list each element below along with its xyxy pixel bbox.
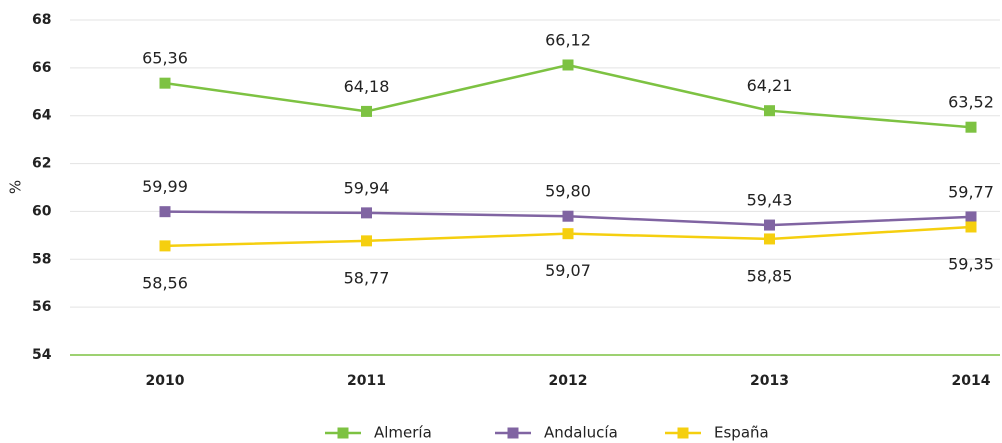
- value-label: 58,77: [344, 268, 390, 287]
- point-marker: [764, 105, 775, 117]
- point-marker: [361, 235, 372, 247]
- legend-label: Andalucía: [544, 424, 618, 442]
- value-label: 58,85: [747, 266, 793, 285]
- legend-label: España: [714, 424, 769, 442]
- point-marker: [965, 221, 977, 233]
- value-label: 59,43: [747, 191, 793, 210]
- point-marker: [764, 219, 775, 231]
- legend-marker: [677, 427, 689, 439]
- point-marker: [965, 121, 977, 133]
- point-marker: [562, 228, 574, 240]
- point-marker: [159, 240, 171, 252]
- y-tick-label: 54: [32, 347, 52, 363]
- y-axis-label: %: [7, 180, 25, 194]
- point-marker: [159, 77, 171, 89]
- value-label: 59,35: [948, 254, 994, 273]
- value-label: 65,36: [142, 49, 188, 68]
- point-marker: [562, 59, 574, 71]
- point-marker: [764, 233, 775, 245]
- y-tick-label: 66: [32, 60, 51, 76]
- legend-marker: [507, 427, 519, 439]
- x-tick-label: 2013: [750, 373, 789, 389]
- y-tick-label: 60: [32, 203, 52, 219]
- y-tick-label: 58: [32, 251, 51, 267]
- point-marker: [562, 210, 574, 222]
- value-label: 59,77: [948, 182, 994, 201]
- value-label: 59,07: [545, 261, 591, 280]
- value-label: 63,52: [948, 93, 994, 112]
- value-label: 58,56: [142, 273, 188, 292]
- point-marker: [965, 211, 977, 223]
- x-tick-label: 2012: [549, 373, 588, 389]
- value-label: 66,12: [545, 30, 591, 49]
- value-label: 64,21: [747, 76, 793, 95]
- x-tick-label: 2011: [347, 373, 386, 389]
- x-tick-label: 2014: [952, 373, 991, 389]
- legend-marker: [337, 427, 349, 439]
- point-marker: [361, 207, 372, 219]
- value-label: 59,99: [142, 177, 188, 196]
- x-tick-label: 2010: [146, 373, 185, 389]
- legend-label: Almería: [374, 424, 432, 442]
- point-marker: [361, 105, 372, 117]
- value-label: 59,80: [545, 182, 591, 201]
- y-tick-label: 68: [32, 12, 51, 28]
- value-label: 59,94: [344, 178, 390, 197]
- point-marker: [159, 206, 171, 218]
- y-tick-label: 56: [32, 299, 51, 315]
- y-tick-label: 64: [32, 108, 52, 124]
- series-line: [164, 63, 972, 129]
- value-label: 64,18: [344, 77, 390, 96]
- y-tick-label: 62: [32, 156, 51, 172]
